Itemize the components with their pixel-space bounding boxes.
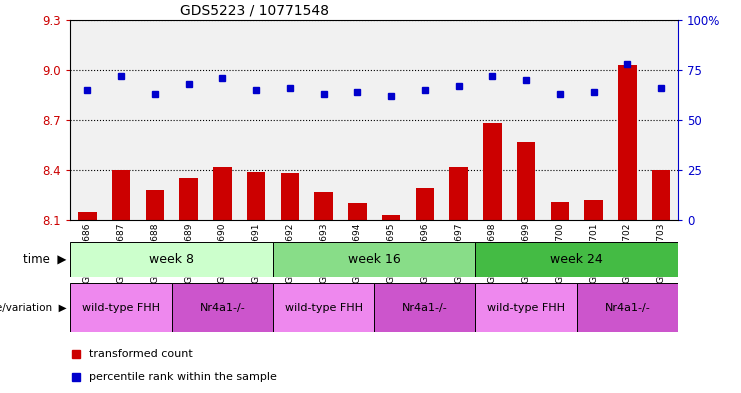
- Bar: [273, 283, 374, 332]
- Bar: [205, 20, 239, 220]
- Bar: [618, 65, 637, 220]
- Bar: [374, 20, 408, 220]
- Text: time  ▶: time ▶: [23, 253, 67, 266]
- Bar: [247, 172, 265, 220]
- Bar: [483, 123, 502, 220]
- Bar: [307, 20, 340, 220]
- Bar: [382, 215, 400, 220]
- Bar: [611, 20, 644, 220]
- Bar: [516, 141, 536, 220]
- Bar: [179, 178, 198, 220]
- Bar: [442, 20, 476, 220]
- Bar: [172, 283, 273, 332]
- Bar: [239, 20, 273, 220]
- Bar: [476, 242, 678, 277]
- Text: Nr4a1-/-: Nr4a1-/-: [605, 303, 651, 312]
- Bar: [172, 20, 205, 220]
- Bar: [652, 170, 671, 220]
- Bar: [70, 283, 172, 332]
- Text: wild-type FHH: wild-type FHH: [82, 303, 160, 312]
- Text: week 24: week 24: [551, 253, 603, 266]
- Bar: [476, 20, 509, 220]
- Bar: [273, 20, 307, 220]
- Bar: [78, 212, 96, 220]
- Text: Nr4a1-/-: Nr4a1-/-: [402, 303, 448, 312]
- Text: wild-type FHH: wild-type FHH: [285, 303, 362, 312]
- Bar: [576, 283, 678, 332]
- Text: transformed count: transformed count: [89, 349, 193, 359]
- Text: wild-type FHH: wild-type FHH: [487, 303, 565, 312]
- Bar: [281, 173, 299, 220]
- Bar: [138, 20, 172, 220]
- Bar: [70, 20, 104, 220]
- Bar: [213, 167, 232, 220]
- Bar: [416, 188, 434, 220]
- Bar: [644, 20, 678, 220]
- Text: week 8: week 8: [149, 253, 194, 266]
- Bar: [476, 283, 576, 332]
- Bar: [543, 20, 576, 220]
- Text: percentile rank within the sample: percentile rank within the sample: [89, 372, 276, 382]
- Bar: [145, 190, 164, 220]
- Bar: [273, 242, 476, 277]
- Bar: [112, 170, 130, 220]
- Bar: [104, 20, 138, 220]
- Bar: [374, 283, 476, 332]
- Text: week 16: week 16: [348, 253, 401, 266]
- Bar: [70, 242, 273, 277]
- Bar: [551, 202, 569, 220]
- Bar: [585, 200, 603, 220]
- Text: GDS5223 / 10771548: GDS5223 / 10771548: [180, 3, 329, 17]
- Bar: [509, 20, 543, 220]
- Bar: [576, 20, 611, 220]
- Text: genotype/variation  ▶: genotype/variation ▶: [0, 303, 67, 312]
- Bar: [340, 20, 374, 220]
- Bar: [348, 204, 367, 220]
- Text: Nr4a1-/-: Nr4a1-/-: [199, 303, 245, 312]
- Bar: [408, 20, 442, 220]
- Bar: [449, 167, 468, 220]
- Bar: [314, 192, 333, 220]
